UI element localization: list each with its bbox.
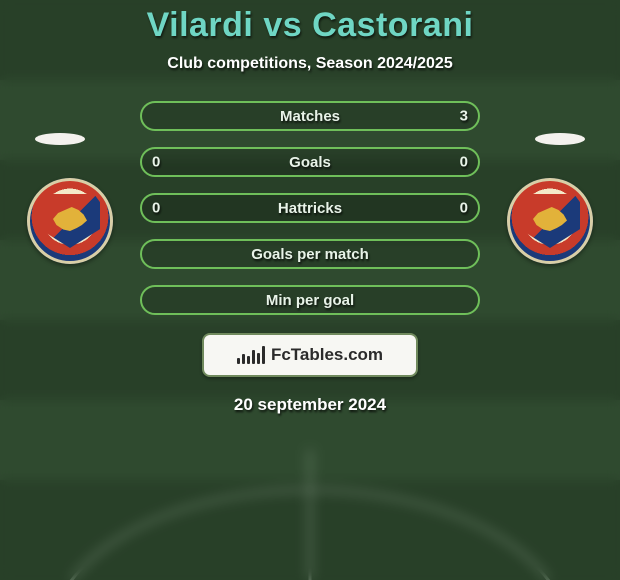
stat-row-min-per-goal: Min per goal <box>140 285 480 315</box>
stat-label: Min per goal <box>266 292 354 309</box>
crest-lion-icon <box>533 204 567 234</box>
date-label: 20 september 2024 <box>0 395 620 415</box>
vs-label: vs <box>263 6 302 44</box>
stat-row-goals: 0 Goals 0 <box>140 147 480 177</box>
brand-text: FcTables.com <box>271 345 383 365</box>
stat-row-matches: Matches 3 <box>140 101 480 131</box>
bar-chart-icon <box>237 346 265 364</box>
brand-badge[interactable]: FcTables.com <box>202 333 418 377</box>
stat-row-goals-per-match: Goals per match <box>140 239 480 269</box>
stat-left-value: 0 <box>152 200 160 217</box>
stat-right-value: 3 <box>460 108 468 125</box>
stat-right-value: 0 <box>460 200 468 217</box>
mascot-right-icon <box>535 133 585 145</box>
stat-label: Hattricks <box>278 200 342 217</box>
club-crest-left <box>27 178 113 264</box>
player-a-name: Vilardi <box>147 6 254 44</box>
stat-row-hattricks: 0 Hattricks 0 <box>140 193 480 223</box>
player-b-name: Castorani <box>312 6 473 44</box>
stats-list: Matches 3 0 Goals 0 0 Hattricks 0 Goals … <box>140 101 480 315</box>
mascot-left-icon <box>35 133 85 145</box>
stat-right-value: 0 <box>460 154 468 171</box>
stat-label: Goals <box>289 154 331 171</box>
club-crest-right <box>507 178 593 264</box>
stat-label: Goals per match <box>251 246 369 263</box>
subtitle: Club competitions, Season 2024/2025 <box>0 55 620 73</box>
page-title: Vilardi vs Castorani <box>0 6 620 45</box>
stat-left-value: 0 <box>152 154 160 171</box>
crest-lion-icon <box>53 204 87 234</box>
stat-label: Matches <box>280 108 340 125</box>
